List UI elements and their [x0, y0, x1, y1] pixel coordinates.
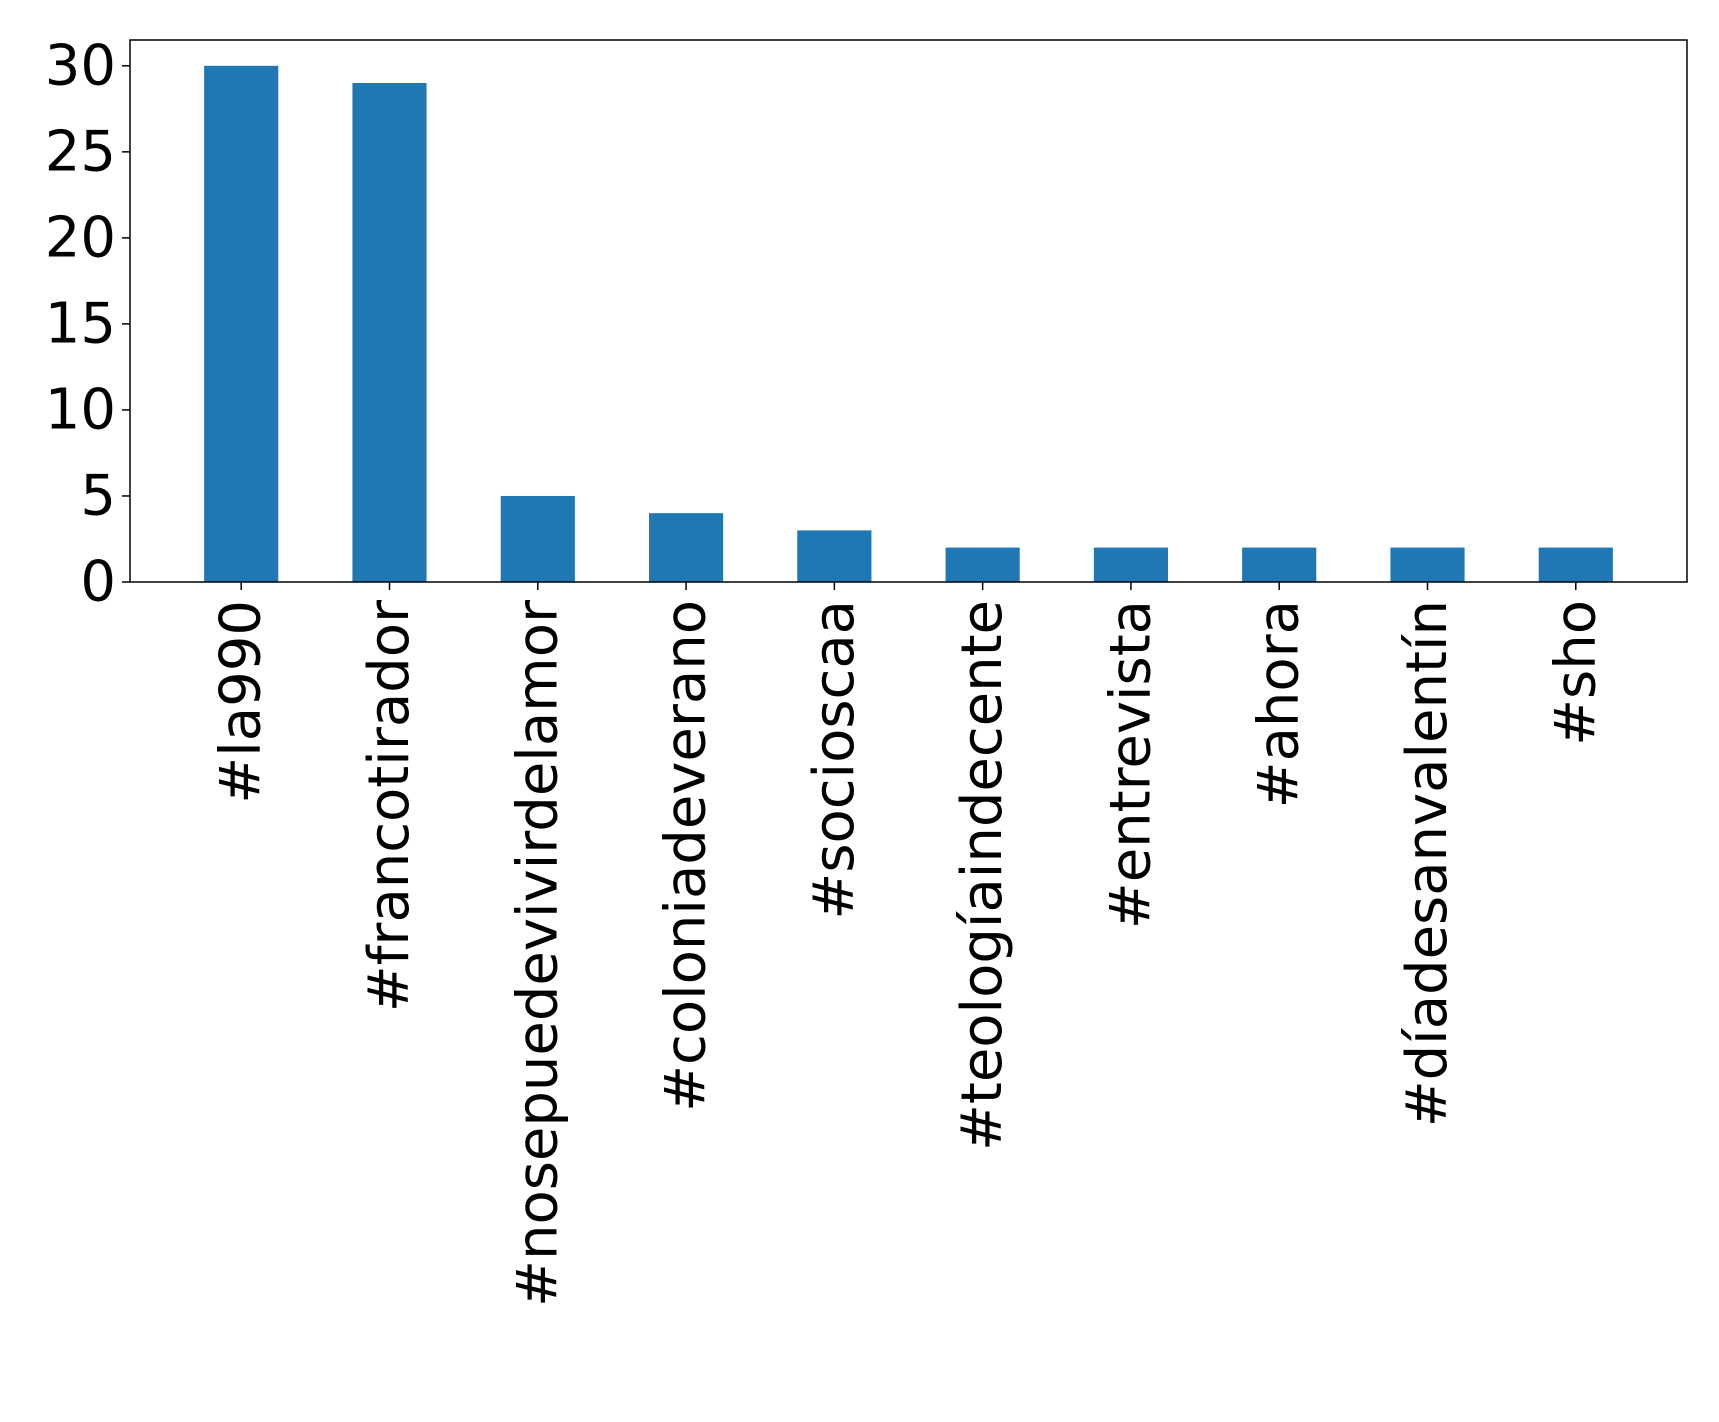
- x-tick-label: #sho: [1543, 600, 1608, 746]
- x-tick-label: #coloniadeverano: [654, 600, 719, 1112]
- x-tick-label: #francotirador: [357, 599, 422, 1012]
- x-tick-label: #la990: [209, 600, 274, 804]
- x-tick-label: #ahora: [1247, 600, 1312, 808]
- y-axis: 0 5 10 15 20 25 30: [45, 33, 130, 615]
- y-tick-label: 25: [45, 119, 116, 184]
- bar: [1390, 547, 1465, 582]
- y-tick-label: 10: [45, 377, 116, 442]
- y-tick-label: 30: [45, 33, 116, 98]
- bar: [797, 530, 872, 582]
- bar: [352, 83, 427, 583]
- bar: [1093, 547, 1168, 582]
- x-axis: #la990 #francotirador #nosepuedevivirdelam…: [209, 582, 1608, 1307]
- x-tick-label: #teologíaindecente: [950, 600, 1015, 1151]
- bar: [1538, 547, 1613, 582]
- bar: [649, 513, 724, 582]
- y-tick-label: 5: [80, 463, 116, 528]
- x-tick-label: #socioscaa: [802, 600, 867, 920]
- y-tick-label: 0: [80, 550, 116, 615]
- y-tick-label: 20: [45, 205, 116, 270]
- x-tick-label: #nosepuedevivirdelamor: [505, 599, 570, 1307]
- plot-frame: [129, 39, 1688, 583]
- bar: [945, 547, 1020, 582]
- bars-layer: [204, 65, 1613, 583]
- bar: [500, 495, 575, 582]
- x-tick-label: #entrevista: [1098, 600, 1163, 929]
- bar: [1242, 547, 1317, 582]
- y-tick-label: 15: [45, 291, 116, 356]
- bar: [204, 65, 279, 583]
- x-tick-label: #díadesanvalentín: [1395, 600, 1460, 1127]
